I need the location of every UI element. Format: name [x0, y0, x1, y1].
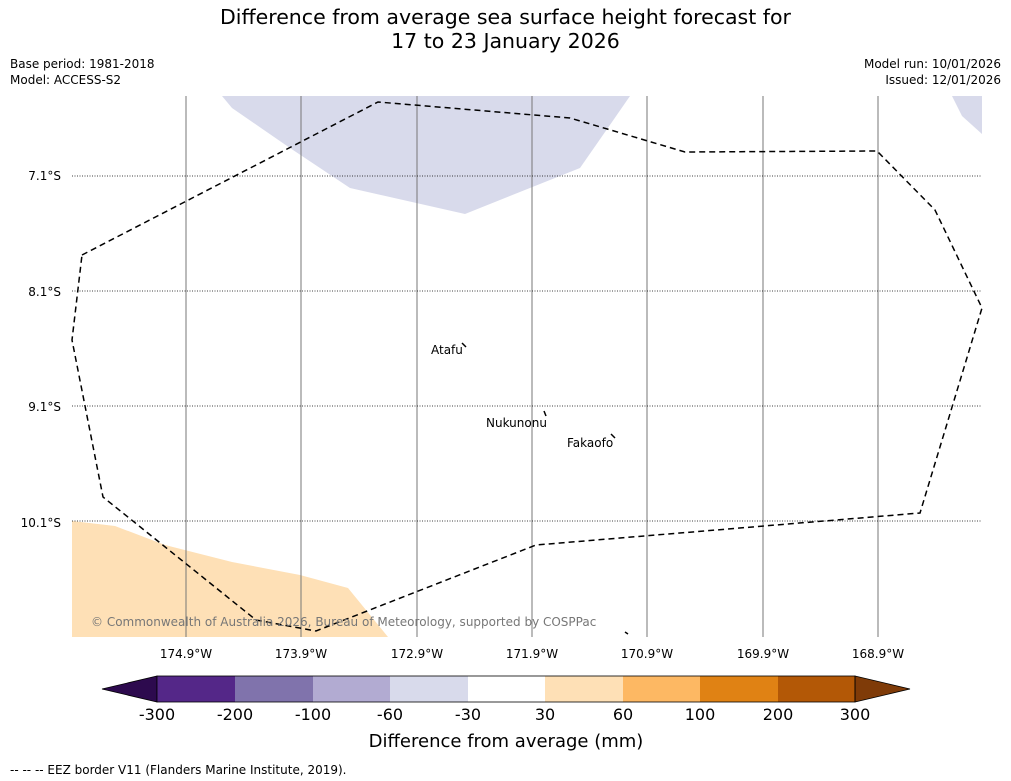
colorbar-tick-label: 100: [685, 705, 716, 724]
colorbar-tick-label: -60: [377, 705, 403, 724]
colorbar-outline: [156, 675, 856, 703]
lon-label: 173.9°W: [275, 647, 327, 661]
eez-border: [71, 101, 983, 632]
place-label-nukunonu: Nukunonu: [486, 416, 547, 430]
negative-anomaly-region-east: [952, 96, 982, 134]
latitude-labels: 7.1°S 8.1°S 9.1°S 10.1°S: [21, 169, 61, 530]
meta-right: Model run: 10/01/2026 Issued: 12/01/2026: [864, 56, 1001, 88]
colorbar-tick-label: -100: [295, 705, 331, 724]
colorbar-segment: [235, 676, 313, 702]
colorbar-segment: [390, 676, 468, 702]
colorbar-segment: [623, 676, 700, 702]
colorbar-tick-label: -300: [139, 705, 175, 724]
lon-label: 170.9°W: [621, 647, 673, 661]
colorbar-segment: [313, 676, 390, 702]
parallel-lines: [72, 175, 982, 522]
colorbar-high-extension: [854, 675, 911, 703]
base-period: Base period: 1981-2018: [10, 57, 155, 71]
colorbar-segment: [157, 676, 235, 702]
island-fakaofo-icon: [610, 433, 616, 439]
negative-anomaly-region: [222, 96, 630, 214]
positive-anomaly-region: [72, 521, 388, 637]
lat-label: 7.1°S: [28, 169, 61, 183]
colorbar-tick-label: 60: [613, 705, 633, 724]
colorbar-tick-label: 30: [535, 705, 555, 724]
chart-title: Difference from average sea surface heig…: [0, 5, 1011, 53]
lat-label: 10.1°S: [21, 516, 61, 530]
colorbar-tick-label: -30: [455, 705, 481, 724]
lon-label: 174.9°W: [160, 647, 212, 661]
island-nukunonu-icon: [543, 410, 547, 417]
colorbar-segment: [545, 676, 623, 702]
place-label-fakaofo: Fakaofo: [567, 436, 613, 450]
colorbar-title: Difference from average (mm): [369, 731, 644, 752]
map-area: Atafu Nukunonu Fakaofo © Commonwealth of…: [71, 96, 983, 637]
lon-label: 172.9°W: [391, 647, 443, 661]
lat-label: 8.1°S: [28, 285, 61, 299]
lon-label: 171.9°W: [506, 647, 558, 661]
lon-label: 168.9°W: [852, 647, 904, 661]
model-run: Model run: 10/01/2026: [863, 57, 1001, 71]
island-atafu-icon: [461, 342, 467, 348]
colorbar-tick-label: 200: [763, 705, 794, 724]
colorbar-segment: [778, 676, 855, 702]
island-swains-icon: [624, 631, 629, 635]
model-name: Model: ACCESS-S2: [10, 73, 122, 87]
place-label-atafu: Atafu: [431, 343, 463, 357]
colorbar-ticks: -300 -200 -100 -60 -30 30 60 100 200 300: [139, 705, 870, 724]
lat-label: 9.1°S: [28, 400, 61, 414]
colorbar-low-extension: [101, 675, 158, 703]
colorbar-segment: [468, 676, 545, 702]
title-line-2: 17 to 23 January 2026: [391, 29, 620, 53]
meridian-lines: [185, 96, 879, 637]
lon-label: 169.9°W: [737, 647, 789, 661]
title-line-1: Difference from average sea surface heig…: [220, 5, 791, 29]
colorbar-tick-label: -200: [217, 705, 253, 724]
copyright-text: © Commonwealth of Australia 2026, Bureau…: [91, 615, 596, 629]
eez-legend-footnote: -- -- -- EEZ border V11 (Flanders Marine…: [10, 763, 347, 777]
meta-left: Base period: 1981-2018 Model: ACCESS-S2: [10, 56, 155, 88]
colorbar: -300 -200 -100 -60 -30 30 60 100 200 300…: [101, 675, 911, 752]
longitude-labels: 174.9°W 173.9°W 172.9°W 171.9°W 170.9°W …: [160, 647, 904, 661]
issued-date: Issued: 12/01/2026: [885, 73, 1001, 87]
colorbar-tick-label: 300: [840, 705, 871, 724]
colorbar-segment: [700, 676, 778, 702]
